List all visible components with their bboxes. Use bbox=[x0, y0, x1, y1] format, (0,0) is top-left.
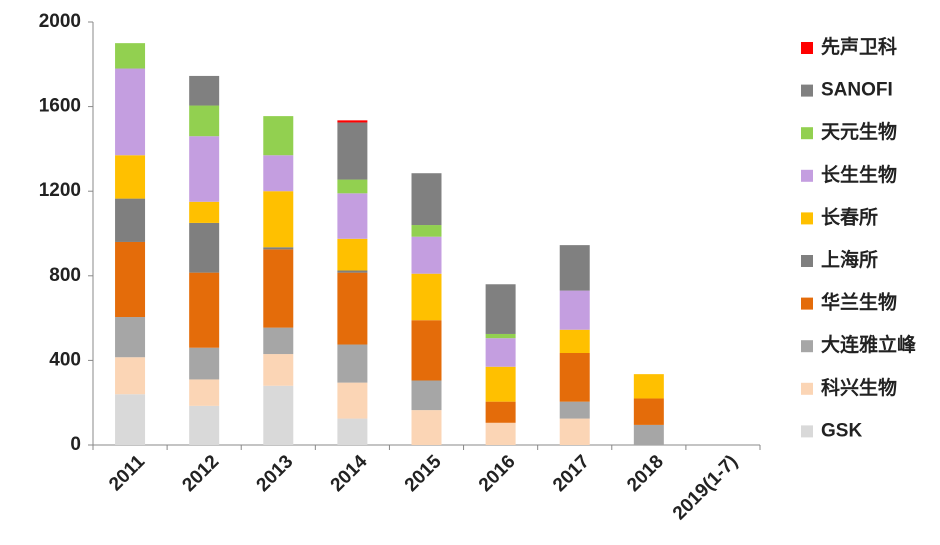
y-tick-label: 1600 bbox=[39, 96, 81, 117]
bar-segment bbox=[485, 284, 516, 334]
bar-segment bbox=[559, 401, 590, 419]
legend-label: 长生生物 bbox=[821, 163, 897, 186]
bar-segment bbox=[337, 179, 368, 194]
bar-segment bbox=[337, 270, 368, 273]
bar-segment bbox=[411, 273, 442, 321]
x-tick-label: 2013 bbox=[253, 451, 298, 496]
y-tick-label: 2000 bbox=[39, 11, 81, 32]
bar-segment bbox=[115, 43, 146, 69]
bar-segment bbox=[189, 347, 220, 380]
bar-segment bbox=[189, 222, 220, 273]
x-tick-label: 2017 bbox=[549, 451, 594, 496]
legend-label: 华兰生物 bbox=[821, 291, 897, 314]
legend-swatch bbox=[801, 212, 813, 225]
bar-segment bbox=[559, 329, 590, 353]
bar-segment bbox=[263, 354, 294, 386]
bar-segment bbox=[189, 136, 220, 202]
legend-swatch bbox=[801, 382, 813, 395]
legend-swatch bbox=[801, 42, 813, 54]
x-tick-label: 2014 bbox=[327, 451, 372, 496]
legend-label: 上海所 bbox=[821, 248, 878, 271]
bar-segment bbox=[189, 201, 220, 223]
x-tick-label: 2018 bbox=[623, 451, 668, 496]
bar-segment bbox=[115, 241, 146, 318]
legend-swatch bbox=[801, 169, 813, 182]
bar-segment bbox=[559, 352, 590, 402]
y-tick-label: 800 bbox=[49, 265, 81, 286]
bar-segment bbox=[263, 385, 294, 445]
bar-segment bbox=[485, 333, 516, 339]
bar-segment bbox=[337, 418, 368, 445]
bar-segment bbox=[263, 249, 294, 328]
bar-segment bbox=[337, 382, 368, 419]
legend-swatch bbox=[801, 127, 813, 140]
legend-swatch bbox=[801, 340, 813, 353]
x-tick-label: 2012 bbox=[179, 451, 224, 496]
bar-segment bbox=[559, 290, 590, 330]
bar-segment bbox=[411, 380, 442, 411]
bar-segment bbox=[337, 238, 368, 271]
bar-segment bbox=[485, 422, 516, 445]
bar-segment bbox=[337, 122, 368, 180]
bar-segment bbox=[485, 338, 516, 367]
legend-label: 长春所 bbox=[821, 205, 878, 228]
bar-segment bbox=[559, 245, 590, 291]
x-tick-label: 2011 bbox=[105, 451, 149, 495]
bar-segment bbox=[189, 75, 220, 106]
bar-segment bbox=[115, 394, 146, 445]
y-tick-label: 400 bbox=[49, 349, 81, 370]
bar-segment bbox=[263, 155, 294, 192]
bar-segment bbox=[263, 191, 294, 248]
bar-segment bbox=[263, 247, 294, 250]
bar-segment bbox=[337, 193, 368, 239]
bar-segment bbox=[633, 374, 664, 399]
bar-segment bbox=[263, 116, 294, 156]
y-tick-label: 0 bbox=[70, 434, 81, 455]
bar-segment bbox=[411, 410, 442, 445]
bar-segment bbox=[115, 155, 146, 199]
x-tick-label: 2016 bbox=[475, 451, 520, 496]
bar-segment bbox=[337, 120, 368, 123]
y-tick-label: 1200 bbox=[39, 180, 81, 201]
bar-segment bbox=[189, 272, 220, 348]
bar-segment bbox=[115, 357, 146, 395]
bar-segment bbox=[411, 225, 442, 237]
legend-label: 科兴生物 bbox=[821, 376, 897, 399]
legend-label: 大连雅立峰 bbox=[821, 333, 917, 356]
legend-swatch bbox=[801, 297, 813, 310]
bar-segment bbox=[115, 198, 146, 242]
bar-segment bbox=[633, 398, 664, 425]
bar-segment bbox=[337, 344, 368, 383]
bar-segment bbox=[263, 327, 294, 355]
bar-segment bbox=[115, 317, 146, 358]
legend-swatch bbox=[801, 425, 813, 438]
legend-label: 天元生物 bbox=[821, 120, 897, 143]
legend-swatch bbox=[801, 255, 813, 267]
bar-segment bbox=[485, 366, 516, 402]
bar-segment bbox=[485, 401, 516, 423]
bar-segment bbox=[189, 379, 220, 406]
legend-label: SANOFI bbox=[821, 80, 893, 101]
bar-segment bbox=[633, 424, 664, 445]
bar-segment bbox=[411, 320, 442, 381]
bar-segment bbox=[189, 405, 220, 445]
x-tick-label: 2019(1-7) bbox=[669, 451, 742, 524]
bar-segment bbox=[189, 105, 220, 137]
legend-label: 先声卫科 bbox=[821, 35, 897, 58]
bar-segment bbox=[411, 236, 442, 274]
legend-label: GSK bbox=[821, 420, 862, 441]
bar-segment bbox=[559, 418, 590, 445]
x-tick-label: 2015 bbox=[401, 451, 446, 496]
bar-segment bbox=[411, 173, 442, 226]
legend-swatch bbox=[801, 84, 813, 97]
bar-segment bbox=[115, 68, 146, 156]
bar-segment bbox=[337, 272, 368, 345]
